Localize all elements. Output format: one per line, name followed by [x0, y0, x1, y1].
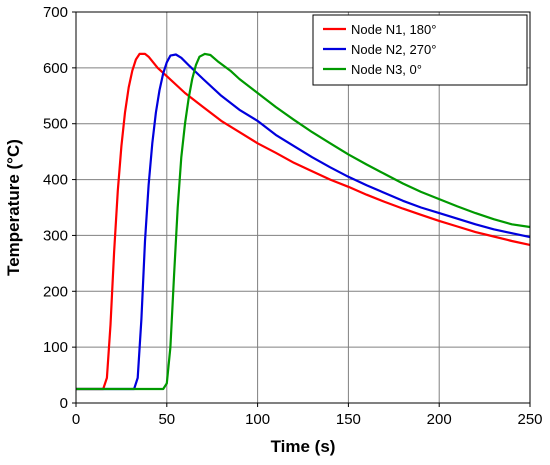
x-axis-ticks: 0 50 100 150 200 250 [72, 403, 543, 428]
y-tick-label: 700 [43, 4, 68, 21]
x-tick-label: 200 [427, 411, 452, 428]
series-line-1 [76, 52, 531, 391]
plot-frame [75, 11, 531, 404]
legend-box [312, 14, 528, 86]
x-tick-label: 100 [245, 411, 270, 428]
y-tick-label: 500 [43, 116, 68, 133]
series-line-3 [76, 52, 531, 391]
y-tick-label: 200 [43, 283, 68, 300]
series-layer [76, 52, 531, 391]
y-axis-title: Temperature (°C) [4, 139, 23, 276]
legend-label-2: Node N2, 270° [351, 42, 436, 57]
y-axis-ticks: 0 100 200 300 400 500 600 700 [43, 4, 76, 412]
x-tick-label: 0 [72, 411, 80, 428]
y-tick-label: 0 [60, 395, 68, 412]
legend-label-3: Node N3, 0° [351, 62, 422, 77]
x-axis-title: Time (s) [271, 437, 336, 456]
legend-label-1: Node N1, 180° [351, 22, 436, 37]
y-tick-label: 600 [43, 60, 68, 77]
series-line-2 [76, 53, 531, 391]
y-tick-label: 400 [43, 172, 68, 189]
legend: Node N1, 180° Node N2, 270° Node N3, 0° [312, 14, 528, 86]
x-tick-label: 250 [517, 411, 542, 428]
y-tick-label: 300 [43, 227, 68, 244]
y-tick-label: 100 [43, 339, 68, 356]
x-tick-label: 50 [158, 411, 175, 428]
x-tick-label: 150 [336, 411, 361, 428]
